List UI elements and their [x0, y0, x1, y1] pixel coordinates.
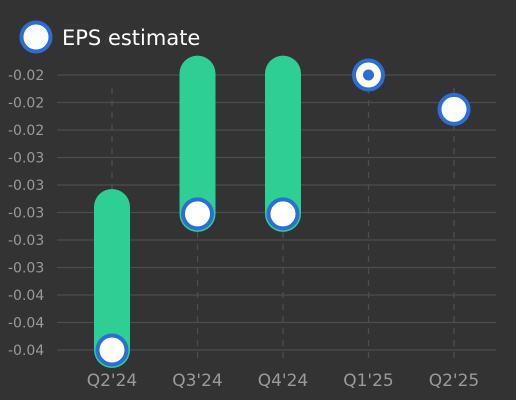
x-tick-label: Q4'24 — [258, 371, 309, 391]
x-tick-label: Q1'25 — [343, 371, 394, 391]
actual-bar — [94, 189, 130, 368]
estimate-marker — [266, 197, 300, 231]
y-tick-label: -0.03 — [8, 206, 44, 222]
y-tick-label: -0.03 — [8, 178, 44, 194]
actual-bars — [94, 55, 301, 368]
y-tick-label: -0.04 — [8, 343, 44, 359]
estimate-marker — [437, 92, 471, 126]
actual-bar — [265, 55, 301, 232]
actual-dot — [363, 69, 374, 81]
x-tick-label: Q3'24 — [172, 371, 223, 391]
x-axis-tick-labels: Q2'24 Q3'24 Q4'24 Q1'25 Q2'25 — [87, 371, 480, 391]
y-tick-label: -0.02 — [8, 68, 44, 84]
x-tick-label: Q2'25 — [429, 371, 480, 391]
y-tick-label: -0.02 — [8, 96, 44, 112]
actual-bar — [179, 55, 216, 232]
legend-label: EPS estimate — [62, 26, 200, 50]
y-tick-label: -0.04 — [8, 316, 44, 332]
estimate-marker — [181, 197, 214, 231]
estimate-markers — [95, 58, 471, 367]
y-tick-label: -0.03 — [8, 261, 44, 277]
estimate-marker — [95, 333, 129, 367]
y-tick-label: -0.04 — [8, 288, 44, 304]
legend-marker-icon — [19, 20, 53, 54]
y-tick-label: -0.03 — [8, 151, 44, 167]
x-tick-label: Q2'24 — [87, 371, 138, 391]
y-tick-label: -0.03 — [8, 233, 44, 249]
y-tick-label: -0.02 — [8, 123, 44, 139]
y-axis-tick-labels: -0.02 -0.02 -0.02 -0.03 -0.03 -0.03 -0.03 -0.03… — [8, 68, 44, 359]
legend[interactable]: EPS estimate — [19, 20, 201, 54]
